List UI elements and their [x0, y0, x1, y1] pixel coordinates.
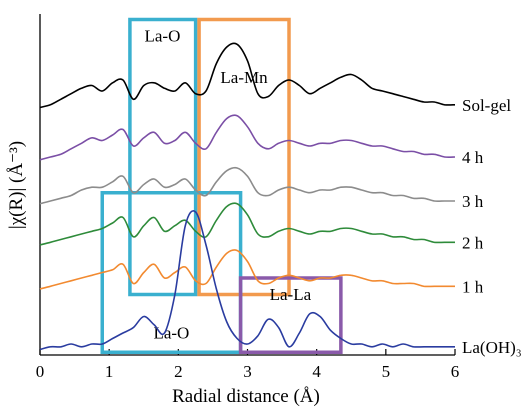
series-label-1-h: 1 h — [462, 277, 484, 296]
region-box-la-o-0 — [128, 17, 198, 297]
region-label-la-o-0: La-O — [144, 27, 180, 46]
series-line-1-h — [39, 249, 455, 290]
region-label-la-mn-1: La-Mn — [220, 68, 268, 87]
y-axis-title: |χ(R)| (Å⁻³) — [6, 141, 27, 229]
series-line-4-h — [39, 114, 456, 161]
x-axis-title: Radial distance (Å) — [172, 386, 320, 407]
region-label-la-o-2: La-O — [153, 324, 189, 343]
x-tick-label-2: 2 — [174, 362, 183, 381]
series-line-la-oh- — [39, 210, 455, 351]
series-line-3-h — [39, 166, 455, 205]
series-label-sol-gel: Sol-gel — [462, 96, 511, 115]
series-label-3-h: 3 h — [462, 192, 484, 211]
x-tick-label-6: 6 — [451, 362, 460, 381]
series-labels: Sol-gel 4 h 3 h 2 h 1 h La(OH)₃ — [462, 96, 522, 357]
x-tick-label-1: 1 — [105, 362, 114, 381]
x-tick-label-5: 5 — [382, 362, 391, 381]
x-tick-label-4: 4 — [312, 362, 321, 381]
region-box-la-la-3 — [238, 276, 343, 354]
x-tick-label-3: 3 — [243, 362, 252, 381]
series-lines — [39, 42, 456, 351]
series-label-4-h: 4 h — [462, 148, 484, 167]
region-boxes: La-O La-Mn La-O La-La — [100, 17, 343, 354]
region-box-la-mn-1 — [197, 17, 291, 297]
series-line-2-h — [39, 202, 455, 246]
series-line-sol-gel — [39, 42, 456, 109]
x-tick-label-0: 0 — [36, 362, 45, 381]
series-label-2-h: 2 h — [462, 233, 484, 252]
series-label-la-oh-: La(OH)₃ — [462, 338, 522, 357]
region-label-la-la-3: La-La — [270, 285, 312, 304]
